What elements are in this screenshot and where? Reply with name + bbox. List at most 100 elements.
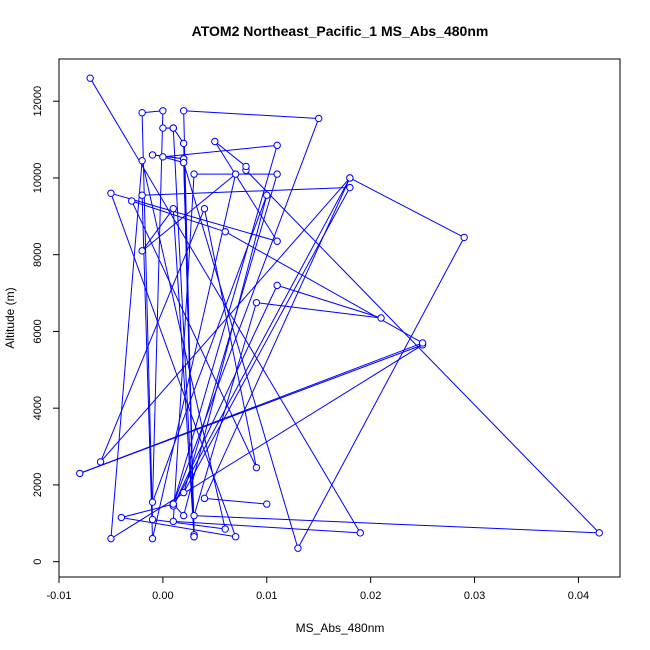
data-point bbox=[148, 534, 157, 543]
x-tick-label: 0.00 bbox=[152, 590, 173, 602]
series-segment bbox=[131, 200, 226, 233]
y-tick-label: 0 bbox=[32, 559, 44, 565]
series-segment bbox=[183, 173, 278, 493]
data-point bbox=[346, 174, 354, 182]
y-tick-label: 2000 bbox=[32, 473, 44, 497]
series-segment bbox=[173, 520, 361, 534]
data-point bbox=[107, 189, 115, 197]
series-segment bbox=[277, 284, 382, 319]
data-point bbox=[86, 74, 94, 82]
series-segment bbox=[203, 177, 351, 499]
data-point bbox=[138, 109, 146, 117]
data-point bbox=[460, 233, 468, 242]
data-point bbox=[200, 494, 209, 503]
data-point bbox=[211, 137, 219, 146]
data-point bbox=[273, 170, 281, 178]
data-point bbox=[169, 500, 177, 508]
data-point bbox=[252, 298, 261, 307]
data-point bbox=[263, 191, 271, 199]
series-segment bbox=[110, 344, 423, 540]
series-segment bbox=[152, 518, 226, 530]
series-segment bbox=[193, 302, 257, 516]
series-segment bbox=[152, 173, 237, 539]
data-point bbox=[179, 139, 188, 148]
series-segment bbox=[141, 112, 153, 520]
y-tick-label: 10000 bbox=[32, 163, 44, 194]
series-segment bbox=[214, 141, 247, 167]
data-point bbox=[107, 534, 115, 543]
series-segment bbox=[203, 208, 257, 468]
data-point bbox=[169, 517, 177, 526]
series-segment bbox=[172, 174, 195, 522]
data-point bbox=[138, 156, 146, 165]
series-segment bbox=[172, 145, 278, 505]
series-segment bbox=[172, 208, 195, 537]
data-point bbox=[148, 151, 157, 159]
data-point bbox=[190, 533, 198, 541]
data-point bbox=[315, 114, 323, 123]
series-segment bbox=[172, 118, 320, 505]
series-segment bbox=[256, 302, 382, 319]
data-point bbox=[418, 339, 427, 347]
series-segment bbox=[183, 195, 268, 516]
x-axis-label: MS_Abs_480nm bbox=[296, 621, 385, 635]
data-point bbox=[273, 237, 281, 245]
data-point bbox=[159, 124, 167, 132]
x-tick-label: 0.01 bbox=[256, 590, 277, 602]
data-point bbox=[148, 515, 157, 524]
series-segment bbox=[152, 110, 164, 503]
data-point bbox=[377, 314, 385, 322]
series-segment bbox=[224, 231, 423, 344]
data-point bbox=[179, 511, 188, 520]
y-tick-label: 4000 bbox=[32, 396, 44, 420]
data-point bbox=[263, 500, 271, 508]
data-point bbox=[252, 463, 261, 472]
chart-title: ATOM2 Northeast_Pacific_1 MS_Abs_480nm bbox=[192, 23, 489, 39]
y-axis: 0 2000 4000 6000 8000 10000 12000 bbox=[32, 86, 59, 565]
x-tick-label: -0.01 bbox=[46, 590, 71, 602]
series-segment bbox=[110, 193, 237, 537]
series-segment bbox=[152, 195, 268, 503]
data-point bbox=[159, 153, 167, 161]
series-segment bbox=[349, 177, 465, 238]
series-segment bbox=[79, 342, 423, 474]
data-point bbox=[221, 227, 229, 236]
data-point bbox=[190, 170, 198, 178]
data-point bbox=[138, 247, 146, 255]
data-point bbox=[76, 469, 84, 478]
series-segment bbox=[194, 515, 600, 534]
data-point bbox=[273, 141, 281, 150]
series-segment bbox=[183, 110, 319, 119]
series-segment bbox=[110, 160, 143, 539]
data-point bbox=[231, 170, 240, 178]
data-point bbox=[169, 124, 177, 132]
y-tick-label: 8000 bbox=[32, 242, 44, 266]
data-point bbox=[200, 204, 209, 213]
data-point bbox=[138, 191, 146, 199]
series-segment bbox=[121, 517, 236, 538]
series-segment bbox=[214, 141, 278, 242]
data-point bbox=[294, 544, 302, 552]
series-segment bbox=[131, 200, 257, 468]
data-point bbox=[159, 107, 167, 115]
data-point bbox=[169, 204, 177, 213]
series-segment bbox=[172, 285, 278, 507]
x-axis: -0.01 0.00 0.01 0.02 0.03 0.04 bbox=[46, 577, 589, 602]
data-point bbox=[221, 525, 229, 533]
series-segment bbox=[162, 144, 278, 158]
data-point bbox=[179, 107, 188, 115]
x-tick-label: 0.03 bbox=[464, 590, 485, 602]
series-segment bbox=[141, 173, 236, 252]
data-point bbox=[242, 162, 250, 171]
series-segment bbox=[100, 177, 351, 463]
y-tick-label: 12000 bbox=[32, 86, 44, 117]
series-segment bbox=[204, 497, 267, 505]
series-segment bbox=[172, 128, 195, 535]
series-segment bbox=[172, 177, 351, 507]
series-points bbox=[76, 74, 603, 552]
data-point bbox=[190, 511, 198, 520]
series-segment bbox=[297, 237, 465, 549]
x-tick-label: 0.02 bbox=[360, 590, 381, 602]
series-segment bbox=[100, 208, 205, 463]
